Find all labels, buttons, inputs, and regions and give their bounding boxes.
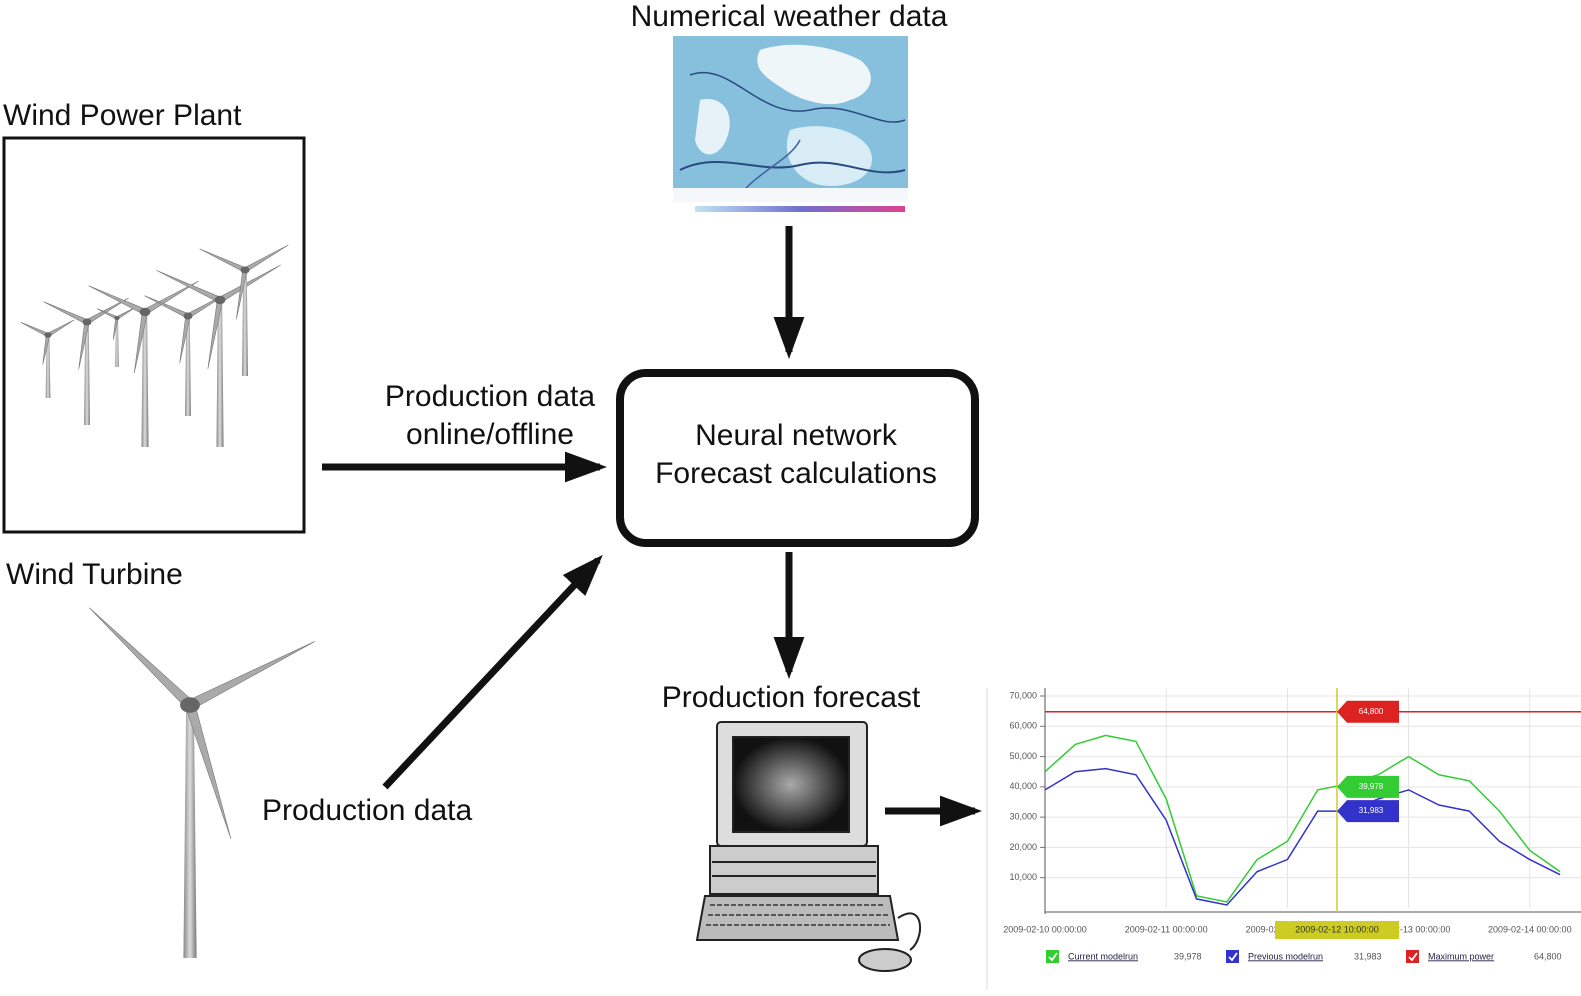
y-tick-label: 70,000 bbox=[1009, 690, 1037, 700]
tower bbox=[216, 300, 224, 447]
tower bbox=[115, 318, 119, 367]
computer bbox=[695, 721, 922, 972]
cursor-label-box bbox=[1275, 921, 1399, 939]
x-tick-label: 2009-02-14 00:00:00 bbox=[1488, 924, 1572, 934]
x-tick-label: 2009-02-13 00:00:00 bbox=[1367, 924, 1451, 934]
hub bbox=[139, 307, 151, 317]
edge-label: Production data bbox=[385, 380, 595, 413]
value-flag bbox=[1337, 800, 1399, 823]
wind-turbine-image bbox=[89, 607, 315, 958]
arrow bbox=[382, 554, 603, 790]
legend-value: 31,983 bbox=[1354, 951, 1382, 961]
forecast-chart: 10,000 20,000 30,000 40,000 50,000 60,000 70,0… bbox=[986, 688, 1581, 990]
wind-farm bbox=[20, 244, 289, 447]
legend-checkbox bbox=[1406, 950, 1419, 963]
cursor-label: 2009-02-12 10:00:00 bbox=[1295, 924, 1379, 934]
flag-label: 64,800 bbox=[1359, 707, 1384, 716]
y-tick-label: 20,000 bbox=[1009, 842, 1037, 852]
plant-frame bbox=[2, 136, 306, 534]
blade bbox=[187, 641, 315, 710]
weather-map bbox=[673, 36, 908, 212]
hub bbox=[44, 332, 52, 338]
tower bbox=[185, 316, 191, 416]
tower bbox=[183, 705, 197, 958]
y-tick-label: 10,000 bbox=[1009, 872, 1037, 882]
hub bbox=[82, 318, 92, 326]
forecast-title: Production forecast bbox=[662, 681, 921, 714]
legend-name: Current modelrun bbox=[1068, 951, 1138, 961]
weather-title: Numerical weather data bbox=[631, 0, 948, 33]
series-line bbox=[1044, 734, 1561, 903]
x-tick-label: 2009-02-10 00:00:00 bbox=[1003, 924, 1087, 934]
node-label: Neural network bbox=[695, 419, 898, 452]
hub bbox=[114, 315, 120, 321]
neural-network-box bbox=[616, 369, 979, 547]
check bbox=[1048, 952, 1058, 962]
edge-label: Production data bbox=[262, 794, 472, 827]
legend-checkbox bbox=[1226, 950, 1239, 963]
series-line bbox=[1044, 767, 1561, 906]
x-tick-label: 2009-02-11 00:00:00 bbox=[1125, 924, 1208, 934]
legend-value: 64,800 bbox=[1534, 951, 1562, 961]
value-flag bbox=[1337, 700, 1399, 723]
plant-title: Wind Power Plant bbox=[3, 99, 242, 132]
blade bbox=[89, 607, 194, 709]
y-tick-label: 40,000 bbox=[1009, 781, 1037, 791]
hub bbox=[183, 312, 193, 320]
flag-label: 39,978 bbox=[1359, 782, 1384, 791]
y-tick-label: 50,000 bbox=[1009, 751, 1037, 761]
hub bbox=[240, 266, 250, 274]
tower bbox=[141, 312, 149, 447]
legend-value: 39,978 bbox=[1174, 951, 1202, 961]
hub bbox=[214, 295, 226, 305]
turbine-title: Wind Turbine bbox=[6, 558, 183, 591]
node-label: Forecast calculations bbox=[655, 457, 937, 490]
legend-name: Maximum power bbox=[1428, 951, 1494, 961]
y-tick-label: 30,000 bbox=[1009, 812, 1037, 822]
tower bbox=[84, 322, 90, 425]
tower bbox=[45, 335, 51, 398]
check bbox=[1408, 952, 1418, 962]
y-tick-label: 60,000 bbox=[1009, 721, 1037, 731]
legend-name: Previous modelrun bbox=[1248, 951, 1323, 961]
legend-checkbox bbox=[1046, 950, 1059, 963]
edge-label: online/offline bbox=[406, 418, 574, 451]
hub bbox=[180, 697, 200, 713]
flag-label: 31,983 bbox=[1359, 806, 1384, 815]
check bbox=[1228, 952, 1238, 962]
value-flag bbox=[1337, 775, 1399, 798]
tower bbox=[242, 270, 248, 376]
